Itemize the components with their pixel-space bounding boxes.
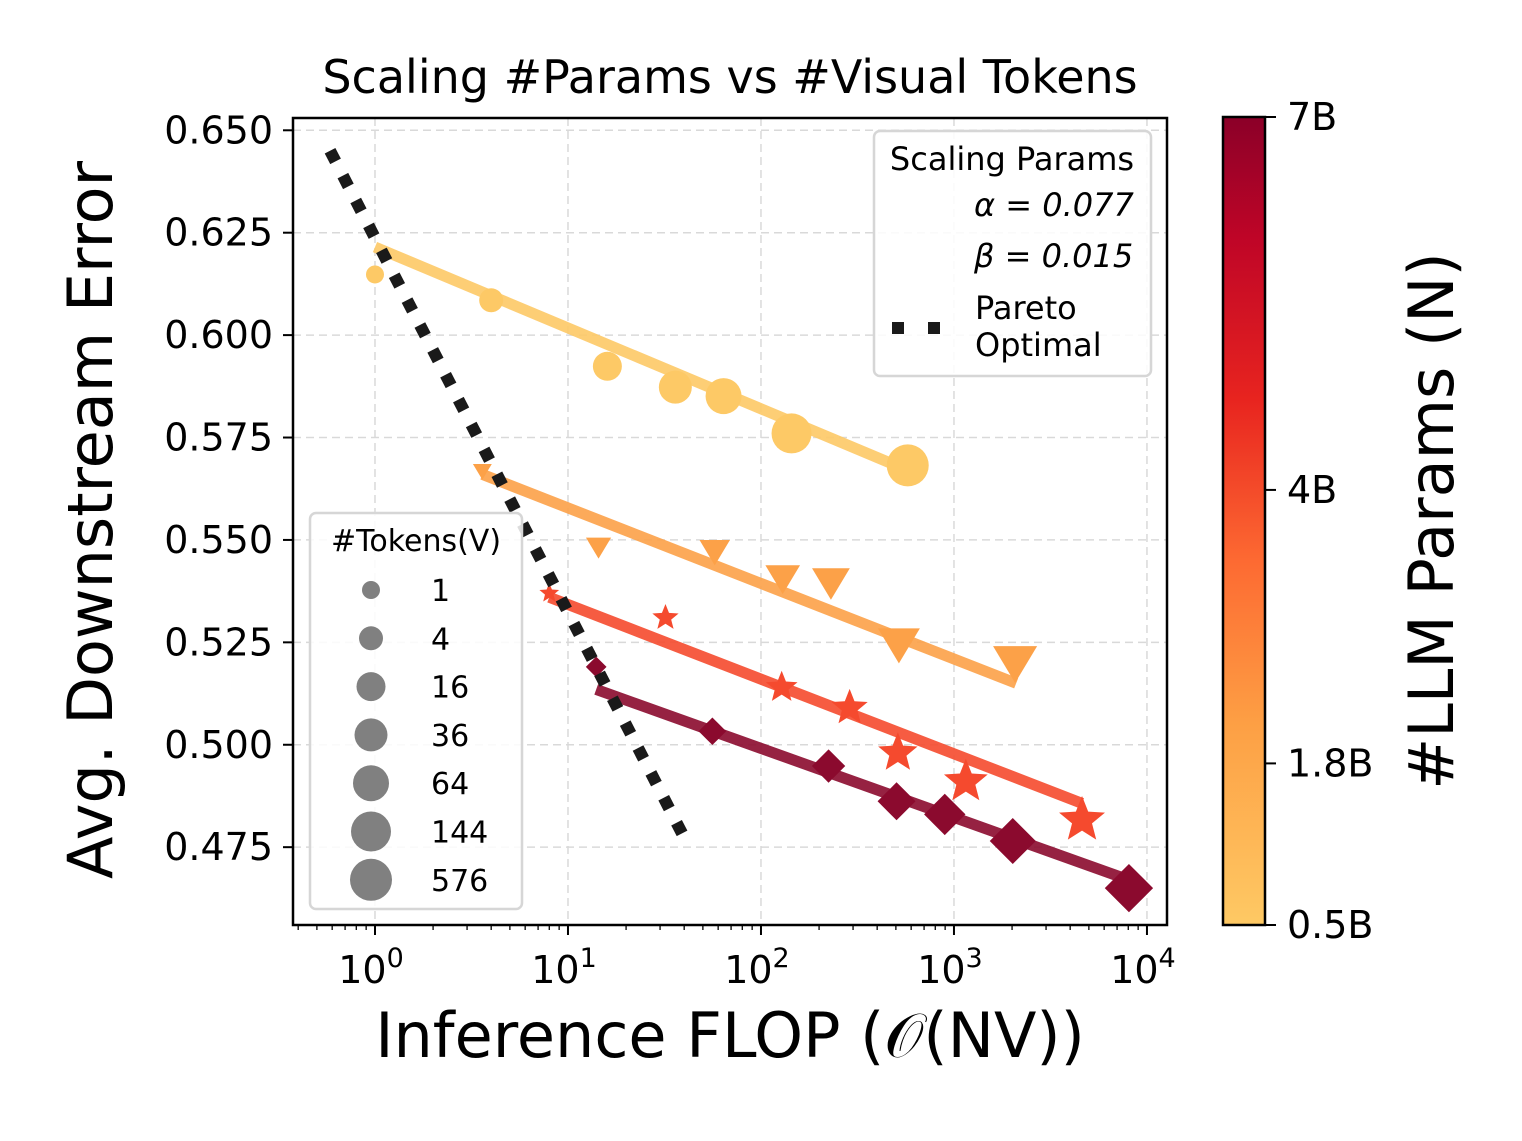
legend-token-label: 16 — [431, 671, 469, 706]
colorbar-tick-label: 0.5B — [1287, 903, 1374, 947]
colorbar-label: #LLM Params (N) — [1395, 252, 1468, 789]
legend-token-marker — [354, 718, 388, 752]
y-axis-label: Avg. Downstream Error — [54, 160, 127, 879]
axes: 0.650 0.625 0.600 0.575 0.550 0.525 0.500 0.475… — [164, 108, 1176, 992]
data-point-1.8B — [812, 568, 850, 600]
colorbar: #LLM Params (N) 0.5B 1.8B 4B 7B — [1221, 95, 1468, 947]
legend-params-title: Scaling Params — [890, 140, 1134, 178]
y-tick-label: 0.500 — [164, 723, 273, 767]
fit-line-0.5B — [372, 241, 910, 476]
data-point-4B — [765, 670, 798, 701]
data-point-4B — [539, 582, 560, 602]
legend-pareto-1: Pareto — [975, 289, 1077, 327]
chart-title: Scaling #Params vs #Visual Tokens — [322, 50, 1137, 104]
data-point-0.5B — [705, 378, 742, 415]
data-point-7B — [1104, 863, 1154, 913]
data-point-0.5B — [886, 444, 929, 487]
data-point-4B — [1059, 795, 1105, 840]
data-point-7B — [585, 656, 607, 678]
legend-token-label: 576 — [431, 864, 488, 899]
fit-line-1.8B — [480, 469, 1019, 689]
x-axis-label: Inference FLOP (𝒪(NV)) — [375, 999, 1085, 1072]
fit-line-4B — [547, 592, 1085, 809]
legend-token-marker — [359, 626, 383, 651]
data-point-7B — [877, 782, 916, 821]
data-point-4B — [831, 688, 868, 724]
data-point-0.5B — [479, 288, 504, 313]
data-point-7B — [989, 818, 1036, 865]
legend-pareto-2: Optimal — [975, 326, 1102, 364]
data-point-0.5B — [592, 351, 622, 381]
colorbar-tick-label: 1.8B — [1287, 741, 1374, 785]
data-point-1.8B — [699, 540, 730, 566]
x-tick-label: 102 — [724, 943, 790, 992]
legend-beta: β = 0.015 — [973, 237, 1133, 275]
data-point-7B — [811, 749, 846, 783]
data-point-4B — [878, 732, 918, 770]
data-point-0.5B — [771, 413, 812, 454]
legend-token-marker — [351, 811, 391, 852]
data-point-0.5B — [658, 370, 692, 404]
legend-token-label: 4 — [431, 622, 450, 657]
y-tick-label: 0.650 — [164, 108, 273, 152]
x-tick-label: 104 — [1110, 943, 1176, 992]
legend-token-label: 64 — [431, 767, 469, 802]
colorbar-tick-label: 7B — [1287, 95, 1337, 139]
y-tick-label: 0.525 — [164, 620, 273, 664]
data-point-1.8B — [993, 646, 1038, 683]
x-tick-label: 101 — [531, 943, 597, 992]
data-point-4B — [652, 603, 679, 629]
legend-token-marker — [356, 672, 386, 702]
legend-token-label: 36 — [431, 719, 469, 754]
x-tick-label: 100 — [338, 943, 404, 992]
legend-token-marker — [350, 858, 392, 901]
colorbar-tick-label: 4B — [1287, 468, 1337, 512]
x-tick-label: 103 — [917, 943, 983, 992]
data-point-1.8B — [585, 537, 612, 559]
y-tick-label: 0.550 — [164, 518, 273, 562]
data-point-0.5B — [365, 265, 384, 284]
data-point-1.8B — [765, 565, 801, 595]
pareto-optimal-line — [324, 148, 693, 846]
legend-token-label: 1 — [431, 574, 450, 609]
y-tick-label: 0.475 — [164, 825, 273, 869]
plot-area — [324, 148, 1154, 913]
data-point-4B — [943, 758, 988, 801]
legend-tokens: #Tokens(V) 1 4 16 36 64 144 576 — [308, 511, 524, 911]
pareto-legend-swatch — [928, 322, 940, 334]
data-point-1.8B — [877, 628, 920, 664]
legend-token-marker — [362, 581, 380, 599]
y-tick-label: 0.600 — [164, 313, 273, 357]
fit-line-7B — [594, 684, 1131, 886]
data-point-1.8B — [472, 463, 492, 480]
legend-scaling-params: Scaling Params α = 0.077 β = 0.015 Paret… — [872, 129, 1153, 378]
legend-alpha: α = 0.077 — [974, 186, 1135, 224]
data-point-7B — [924, 793, 966, 836]
legend-token-label: 144 — [431, 816, 488, 851]
y-tick-label: 0.625 — [164, 211, 273, 255]
pareto-legend-swatch — [892, 322, 904, 334]
legend-token-marker — [353, 765, 389, 802]
plot-frame — [291, 116, 1169, 927]
y-tick-label: 0.575 — [164, 416, 273, 460]
data-point-7B — [698, 717, 727, 746]
legend-tokens-title: #Tokens(V) — [331, 524, 501, 559]
